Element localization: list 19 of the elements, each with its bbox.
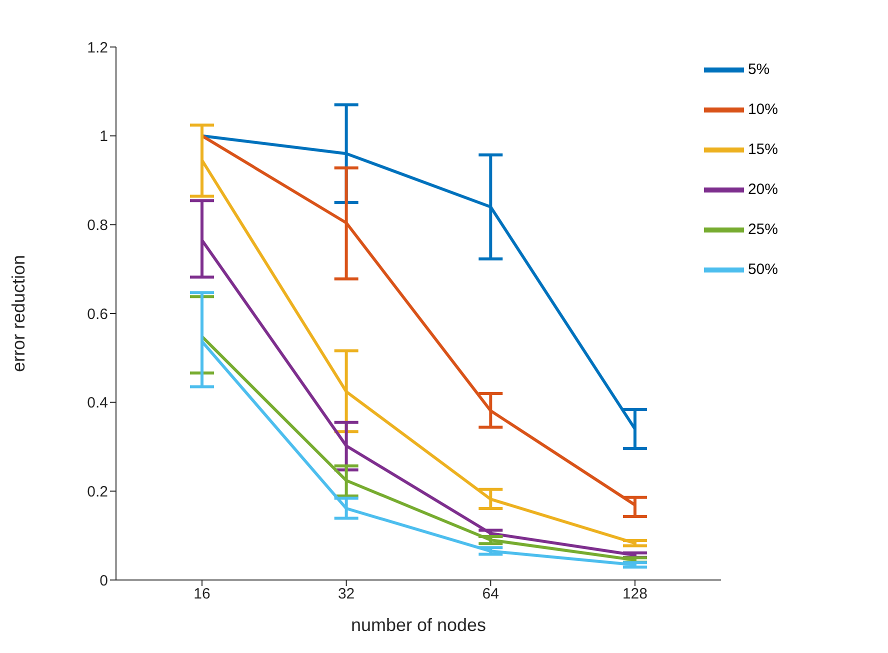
y-tick-label: 0.2 bbox=[87, 483, 108, 500]
y-tick-label: 1 bbox=[100, 128, 108, 146]
x-tick-label: 64 bbox=[482, 586, 499, 603]
y-tick-label: 0.6 bbox=[87, 306, 108, 323]
legend-label: 20% bbox=[748, 180, 778, 198]
y-axis-title: error reduction bbox=[8, 254, 28, 372]
x-tick-label: 16 bbox=[194, 586, 210, 603]
legend-label: 10% bbox=[748, 100, 778, 118]
x-tick-label: 128 bbox=[622, 586, 648, 603]
legend-label: 25% bbox=[748, 220, 778, 238]
x-axis-title: number of nodes bbox=[350, 615, 486, 635]
y-tick-label: 0.4 bbox=[87, 394, 108, 412]
y-tick-label: 1.2 bbox=[87, 39, 108, 56]
y-tick-label: 0.8 bbox=[87, 216, 108, 234]
legend-label: 50% bbox=[748, 260, 778, 278]
y-tick-label: 0 bbox=[100, 572, 108, 590]
x-tick-label: 32 bbox=[338, 586, 355, 603]
legend-label: 5% bbox=[748, 60, 770, 78]
legend-label: 15% bbox=[748, 140, 778, 158]
